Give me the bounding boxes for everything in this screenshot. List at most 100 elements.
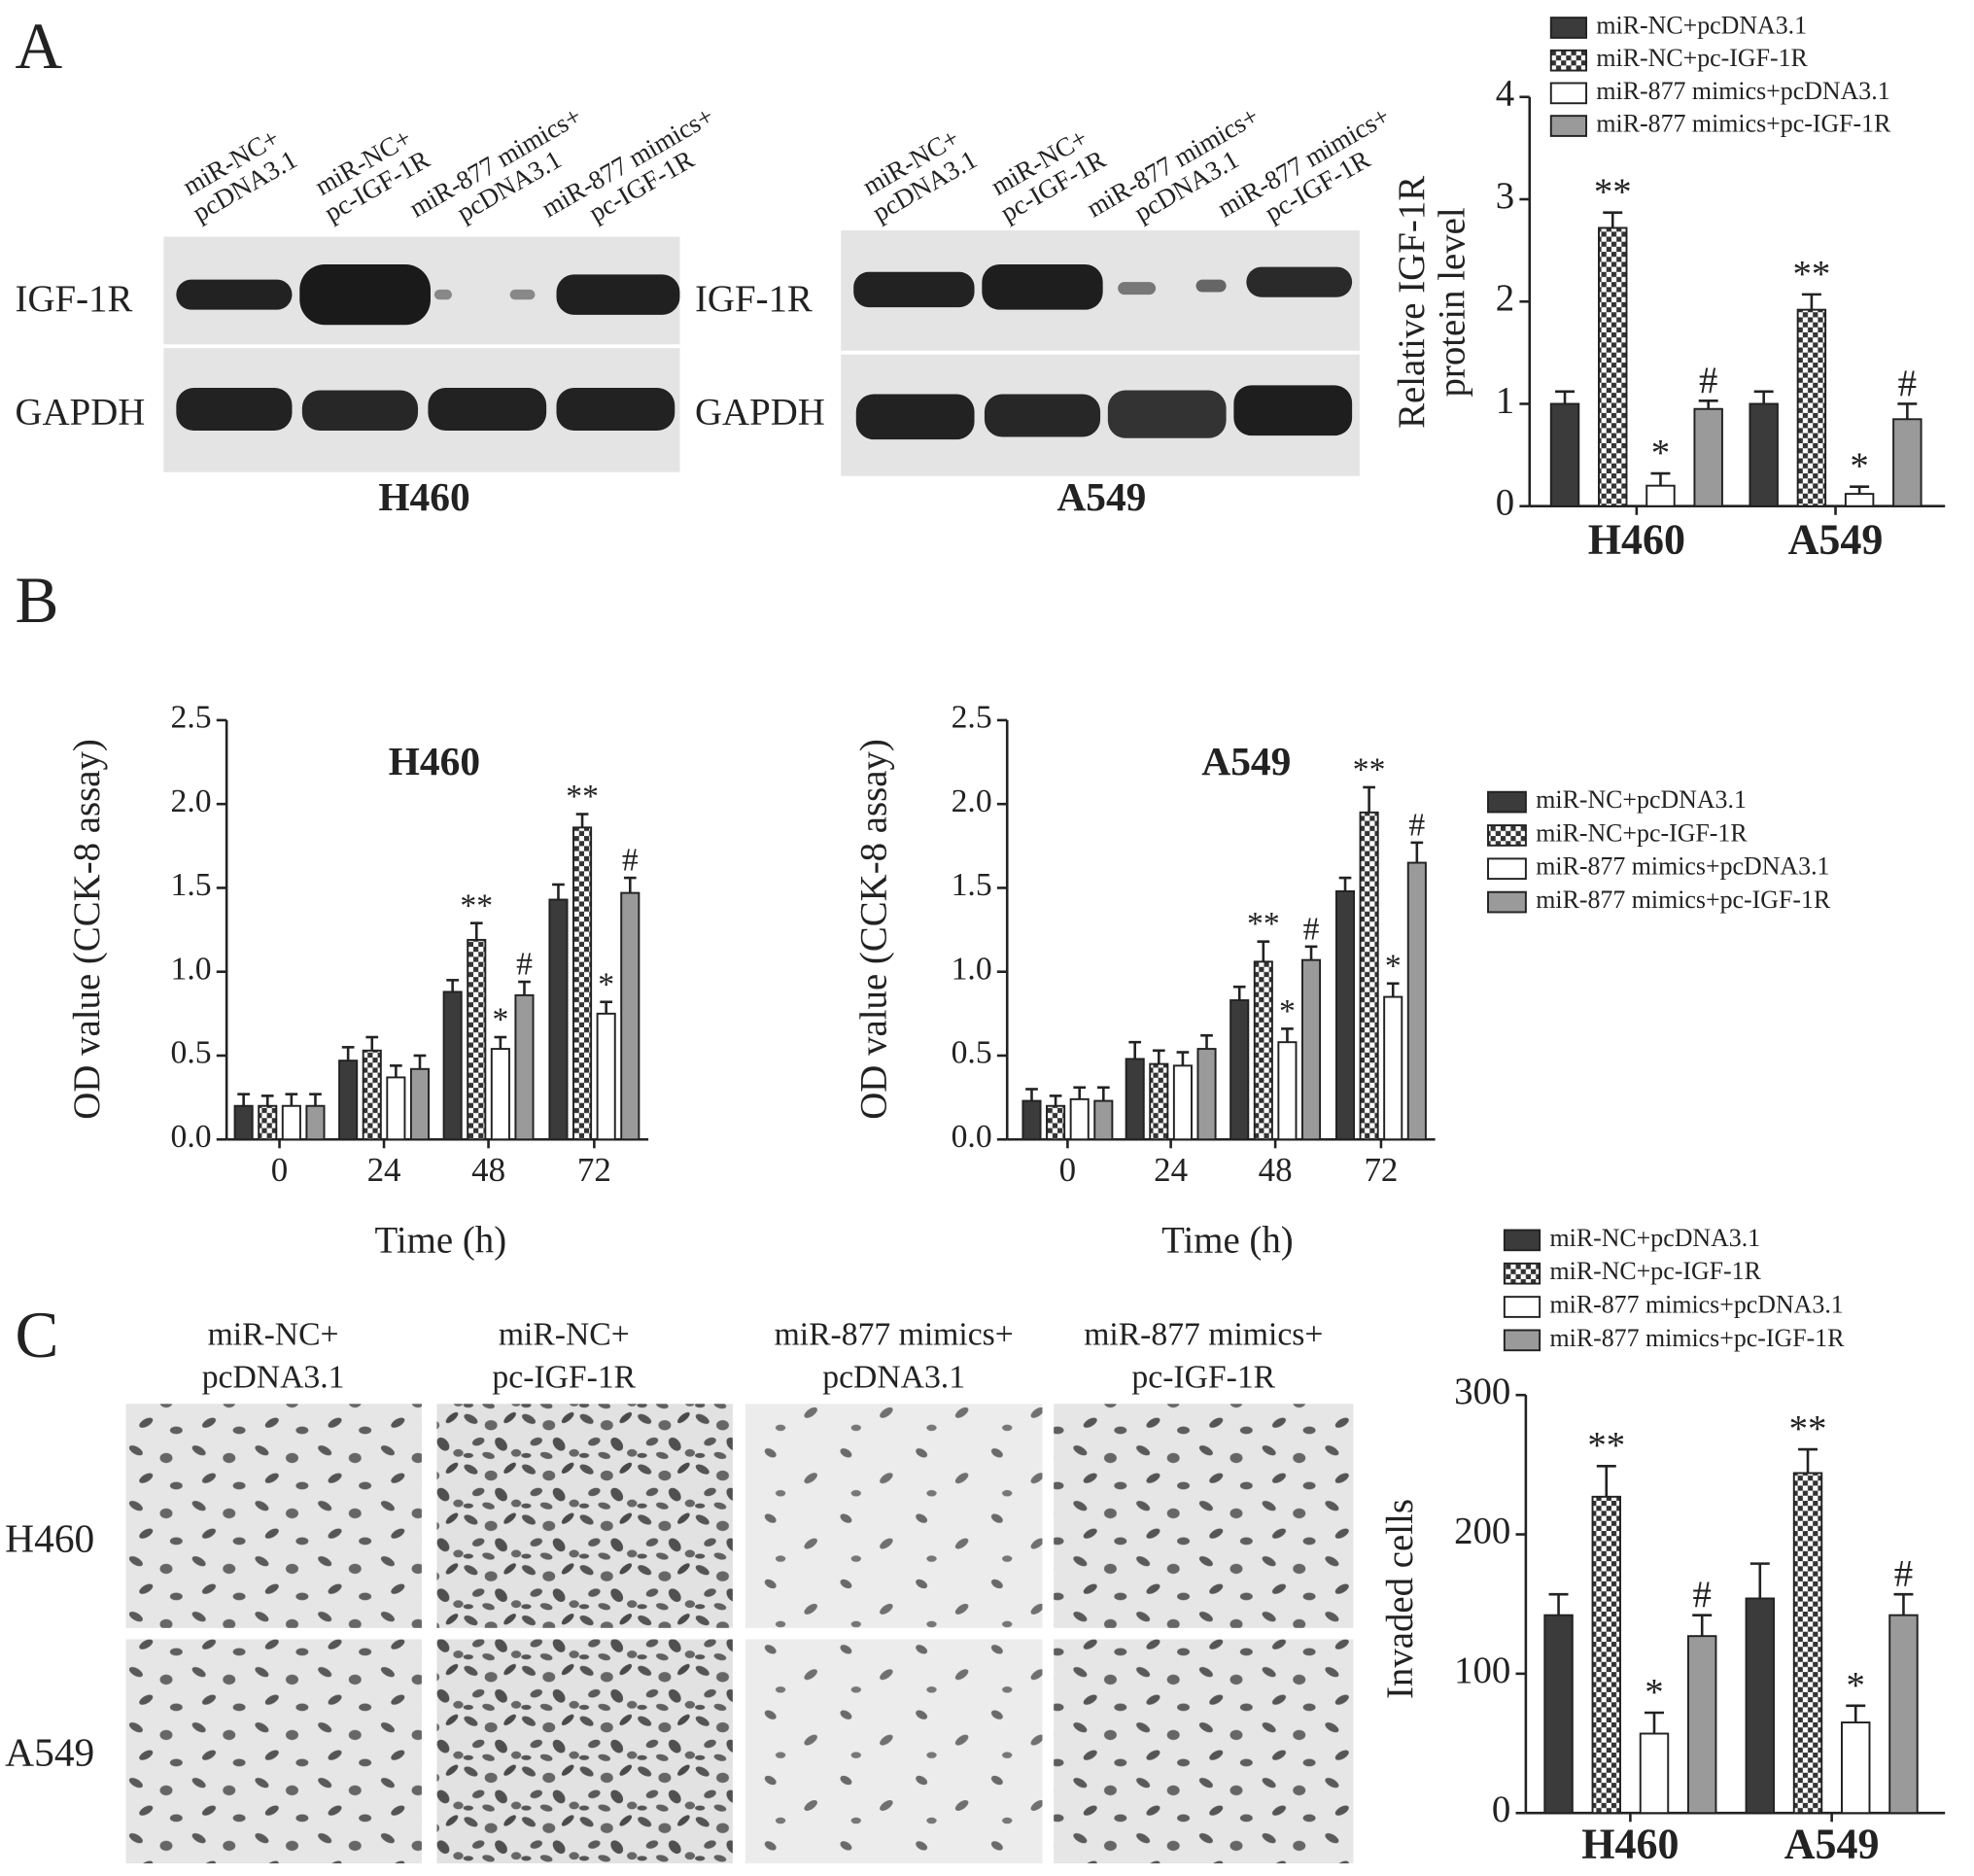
bar xyxy=(1591,1495,1621,1815)
bar xyxy=(442,990,463,1141)
bar xyxy=(1300,958,1322,1141)
bar xyxy=(596,1012,616,1141)
legend-label: miR-NC+pc-IGF-1R xyxy=(1536,818,1748,847)
legend-label: miR-NC+pcDNA3.1 xyxy=(1549,1224,1760,1252)
bar xyxy=(1598,226,1628,507)
bar xyxy=(1749,402,1779,507)
y-tick-label: 2.0 xyxy=(952,783,992,819)
bar xyxy=(1686,1635,1717,1815)
y-tick-label: 0.0 xyxy=(171,1119,212,1155)
panel-label: C xyxy=(16,1299,59,1372)
cell-label: H460 xyxy=(378,474,469,519)
bar xyxy=(305,1104,326,1141)
lane-label: miR-877 mimics+pcDNA3.1 xyxy=(404,101,586,227)
bar xyxy=(409,1067,431,1141)
bar xyxy=(1172,1064,1193,1141)
column-label: pc-IGF-1R xyxy=(1131,1359,1275,1395)
x-tick-label: A549 xyxy=(1788,516,1884,564)
bar xyxy=(514,993,535,1141)
legend-swatch xyxy=(1503,1329,1541,1352)
significance-label: * xyxy=(1645,1671,1663,1713)
legend-swatch xyxy=(1549,49,1588,72)
y-tick-label: 1 xyxy=(1496,379,1514,421)
y-tick-label: 100 xyxy=(1454,1650,1510,1691)
significance-label: ** xyxy=(1594,171,1632,213)
bar xyxy=(1543,1614,1574,1815)
bar xyxy=(1892,418,1922,507)
legend-label: miR-NC+pcDNA3.1 xyxy=(1596,11,1807,39)
y-tick-label: 4 xyxy=(1496,73,1514,115)
bar xyxy=(1149,1062,1169,1141)
y-tick-label: 2 xyxy=(1496,277,1514,319)
x-tick-label: A549 xyxy=(1784,1821,1880,1868)
legend-swatch xyxy=(1503,1262,1541,1285)
y-tick-label: 0 xyxy=(1496,482,1514,524)
y-tick-label: 0.0 xyxy=(952,1119,992,1155)
legend-swatch xyxy=(1487,790,1527,814)
significance-label: ** xyxy=(1789,1408,1827,1450)
significance-label: * xyxy=(1385,948,1402,984)
legend-swatch xyxy=(1549,17,1588,39)
significance-label: ** xyxy=(1792,253,1830,295)
bar xyxy=(386,1076,406,1141)
bar xyxy=(258,1104,278,1141)
significance-label: # xyxy=(1898,363,1917,404)
legend-label: miR-877 mimics+pc-IGF-1R xyxy=(1549,1324,1845,1352)
significance-label: # xyxy=(516,947,533,983)
row-label: GAPDH xyxy=(695,391,825,433)
significance-label: ** xyxy=(460,887,493,923)
bar xyxy=(1844,493,1875,507)
legend-label: miR-877 mimics+pcDNA3.1 xyxy=(1536,852,1829,881)
blot-a549 xyxy=(841,230,1360,476)
legend-swatch xyxy=(1503,1296,1541,1318)
bar xyxy=(1277,1041,1298,1141)
chart-title: A549 xyxy=(1201,739,1291,783)
row-label: GAPDH xyxy=(16,391,146,433)
bar xyxy=(362,1049,382,1141)
bar xyxy=(1229,999,1250,1141)
legend-label: miR-877 mimics+pc-IGF-1R xyxy=(1596,109,1891,137)
bar xyxy=(620,891,641,1141)
significance-label: # xyxy=(622,843,639,879)
bar xyxy=(490,1048,510,1141)
bar xyxy=(1334,889,1356,1141)
bar xyxy=(1888,1614,1919,1815)
row-label: A549 xyxy=(5,1729,94,1774)
y-tick-label: 300 xyxy=(1454,1371,1510,1412)
x-tick-label: 0 xyxy=(271,1151,288,1189)
y-tick-label: 1.0 xyxy=(171,951,212,987)
bar xyxy=(1359,811,1379,1141)
row-label: H460 xyxy=(5,1515,94,1560)
bar xyxy=(233,1104,254,1141)
y-tick-label: 1.5 xyxy=(171,867,212,903)
column-label: miR-NC+ xyxy=(208,1316,339,1352)
bar xyxy=(338,1060,359,1141)
legend-label: miR-877 mimics+pcDNA3.1 xyxy=(1549,1290,1843,1318)
significance-label: * xyxy=(1279,993,1296,1029)
bar xyxy=(1549,402,1580,507)
legend-label: miR-877 mimics+pc-IGF-1R xyxy=(1536,886,1831,914)
significance-label: # xyxy=(1693,1574,1712,1615)
row-label: IGF-1R xyxy=(695,278,813,320)
bar xyxy=(1693,407,1723,507)
bar xyxy=(281,1104,301,1141)
significance-label: # xyxy=(1699,360,1717,401)
bar xyxy=(1125,1058,1145,1141)
significance-label: ** xyxy=(1587,1425,1625,1467)
legend-swatch xyxy=(1549,115,1588,137)
column-label: pc-IGF-1R xyxy=(492,1359,636,1395)
y-axis-label: OD value (CCK-8 assay) xyxy=(853,739,895,1120)
x-tick-label: 72 xyxy=(1364,1151,1398,1189)
x-tick-label: H460 xyxy=(1588,516,1685,564)
bar xyxy=(1022,1099,1042,1141)
blot-h460 xyxy=(163,236,680,472)
y-axis-label: Invaded cells xyxy=(1379,1499,1421,1699)
y-tick-label: 0 xyxy=(1492,1789,1510,1830)
column-label: miR-NC+ xyxy=(499,1316,630,1352)
y-axis-label: protein level xyxy=(1431,207,1472,397)
row-label: IGF-1R xyxy=(16,278,133,320)
y-tick-label: 200 xyxy=(1454,1510,1510,1551)
x-axis-label: Time (h) xyxy=(1161,1220,1294,1262)
bar xyxy=(1406,861,1427,1141)
